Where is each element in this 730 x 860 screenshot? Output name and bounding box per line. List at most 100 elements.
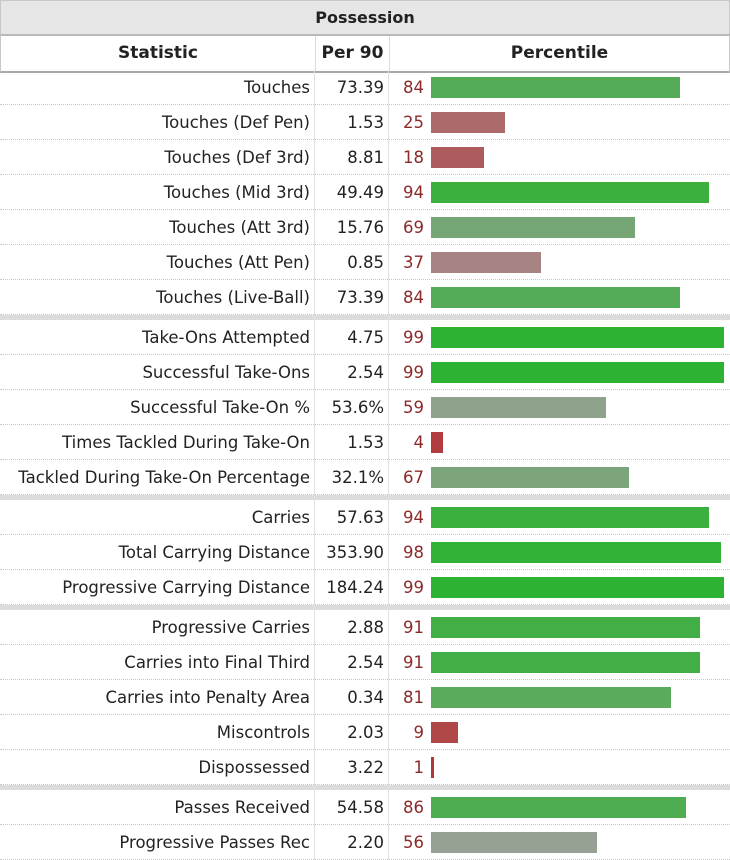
percentile-bar [431, 252, 541, 273]
table-caption: Possession [0, 0, 730, 34]
table-row: Successful Take-On % 53.6% 59 [0, 390, 730, 425]
stat-label: Successful Take-On % [130, 398, 310, 417]
row-divider [0, 459, 730, 460]
row-divider [0, 679, 730, 680]
table-row: Touches (Live-Ball) 73.39 84 [0, 280, 730, 315]
stat-label: Progressive Passes Rec [119, 833, 310, 852]
group-separator [0, 315, 730, 320]
stat-label: Carries into Penalty Area [105, 688, 310, 707]
per90-value: 32.1% [331, 468, 384, 487]
per90-value: 73.39 [336, 78, 384, 97]
table-row: Carries into Final Third 2.54 91 [0, 645, 730, 680]
stat-label: Miscontrols [216, 723, 310, 742]
stat-label: Touches (Live-Ball) [156, 288, 310, 307]
percentile-bar [431, 757, 434, 778]
per90-value: 4.75 [347, 328, 384, 347]
stat-label: Successful Take-Ons [142, 363, 310, 382]
percentile-bar [431, 147, 484, 168]
percentile-value: 99 [403, 328, 424, 347]
percentile-bar [431, 77, 680, 98]
table-row: Touches (Def Pen) 1.53 25 [0, 105, 730, 140]
percentile-bar [431, 467, 629, 488]
percentile-bar [431, 577, 724, 598]
stat-label: Passes Received [174, 798, 310, 817]
percentile-value: 18 [403, 148, 424, 167]
column-header-percentile[interactable]: Percentile [510, 43, 609, 63]
row-divider [0, 139, 730, 140]
percentile-value: 59 [403, 398, 424, 417]
row-divider [0, 354, 730, 355]
percentile-bar [431, 362, 724, 383]
table-row: Passes Received 54.58 86 [0, 790, 730, 825]
table-row: Progressive Passes Rec 2.20 56 [0, 825, 730, 860]
percentile-bar [431, 722, 458, 743]
stat-label: Times Tackled During Take-On [62, 433, 310, 452]
per90-value: 1.53 [347, 433, 384, 452]
row-divider [0, 494, 730, 495]
percentile-value: 4 [413, 433, 425, 452]
percentile-value: 69 [403, 218, 424, 237]
stat-label: Total Carrying Distance [118, 543, 310, 562]
table-row: Miscontrols 2.03 9 [0, 715, 730, 750]
percentile-value: 94 [403, 183, 424, 202]
per90-value: 1.53 [347, 113, 384, 132]
percentile-value: 84 [403, 78, 424, 97]
table-row: Successful Take-Ons 2.54 99 [0, 355, 730, 390]
stat-label: Progressive Carries [151, 618, 310, 637]
percentile-bar [431, 617, 700, 638]
column-header-statistic[interactable]: Statistic [1, 36, 316, 71]
table-row: Touches (Def 3rd) 8.81 18 [0, 140, 730, 175]
row-divider [0, 749, 730, 750]
percentile-bar [431, 327, 724, 348]
stat-label: Dispossessed [198, 758, 310, 777]
per90-value: 57.63 [336, 508, 384, 527]
percentile-bar [431, 687, 671, 708]
percentile-bar [431, 182, 709, 203]
per90-value: 0.34 [347, 688, 384, 707]
column-header-per90[interactable]: Per 90 [316, 36, 390, 71]
percentile-value: 99 [403, 578, 424, 597]
table-row: Total Carrying Distance 353.90 98 [0, 535, 730, 570]
per90-value: 2.03 [347, 723, 384, 742]
percentile-bar [431, 832, 597, 853]
percentile-bar [431, 397, 606, 418]
percentile-bar [431, 507, 709, 528]
per90-value: 353.90 [326, 543, 384, 562]
per90-value: 2.54 [347, 363, 384, 382]
stat-label: Touches (Att 3rd) [169, 218, 310, 237]
percentile-bar [431, 797, 686, 818]
percentile-value: 91 [403, 618, 424, 637]
row-divider [0, 534, 730, 535]
table-row: Touches (Att 3rd) 15.76 69 [0, 210, 730, 245]
percentile-value: 9 [413, 723, 425, 742]
row-divider [0, 824, 730, 825]
percentile-value: 84 [403, 288, 424, 307]
table-row: Take-Ons Attempted 4.75 99 [0, 320, 730, 355]
percentile-bar [431, 112, 505, 133]
table-row: Touches (Mid 3rd) 49.49 94 [0, 175, 730, 210]
group-separator [0, 495, 730, 500]
percentile-value: 1 [413, 758, 425, 777]
per90-value: 0.85 [347, 253, 384, 272]
percentile-bar [431, 432, 443, 453]
per90-value: 49.49 [336, 183, 384, 202]
stat-label: Carries into Final Third [124, 653, 310, 672]
row-divider [0, 784, 730, 785]
table-row: Carries into Penalty Area 0.34 81 [0, 680, 730, 715]
percentile-value: 91 [403, 653, 424, 672]
row-divider [0, 104, 730, 105]
stat-label: Progressive Carrying Distance [62, 578, 310, 597]
table-row: Carries 57.63 94 [0, 500, 730, 535]
percentile-bar [431, 287, 680, 308]
per90-value: 3.22 [347, 758, 384, 777]
row-divider [0, 174, 730, 175]
stat-label: Touches (Mid 3rd) [163, 183, 310, 202]
row-divider [0, 604, 730, 605]
percentile-value: 25 [403, 113, 424, 132]
table-row: Progressive Carrying Distance 184.24 99 [0, 570, 730, 605]
per90-value: 73.39 [336, 288, 384, 307]
table-row: Touches 73.39 84 [0, 70, 730, 105]
percentile-value: 86 [403, 798, 424, 817]
percentile-bar [431, 652, 700, 673]
